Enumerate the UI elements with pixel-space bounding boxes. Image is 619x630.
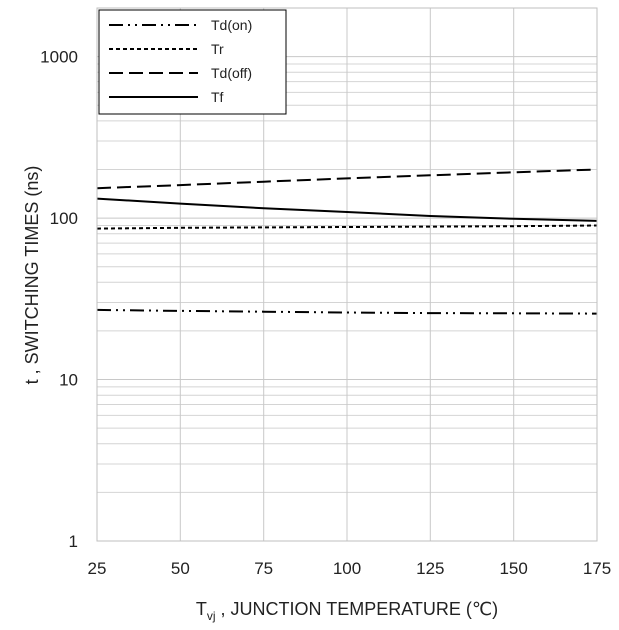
x-tick-label: 25 (88, 559, 107, 578)
y-tick-label: 1000 (40, 48, 78, 67)
legend-label: Td(off) (211, 65, 252, 81)
x-axis-title-subscript: vj (207, 609, 216, 623)
legend-label: Td(on) (211, 17, 252, 33)
legend-box (98, 9, 287, 115)
series-line-td-on (96, 308, 598, 315)
x-tick-label: 175 (583, 559, 611, 578)
x-tick-labels: 25 50 75 100 125 150 175 (88, 559, 612, 578)
x-tick-label: 150 (499, 559, 527, 578)
x-axis-title: Tvj , JUNCTION TEMPERATURE (℃) (196, 599, 498, 623)
y-tick-label: 10 (59, 371, 78, 390)
series-line-td-off (96, 168, 598, 190)
x-axis-title-symbol: T (196, 599, 207, 619)
plot-frame (96, 7, 598, 542)
x-tick-label: 100 (333, 559, 361, 578)
series-line-tf (96, 197, 598, 222)
legend: Td(on) Tr Td(off) Tf (98, 9, 287, 115)
series-lines (96, 168, 598, 315)
series-line-tr (96, 224, 598, 230)
y-tick-label: 1 (69, 532, 78, 551)
y-tick-labels: 1 10 100 1000 (40, 48, 78, 551)
x-tick-label: 75 (254, 559, 273, 578)
y-axis-title: t , SWITCHING TIMES (ns) (22, 166, 42, 385)
x-axis-title-rest: , JUNCTION TEMPERATURE (℃) (216, 599, 499, 619)
x-tick-label: 50 (171, 559, 190, 578)
x-tick-label: 125 (416, 559, 444, 578)
legend-label: Tf (211, 89, 224, 105)
legend-label: Tr (211, 41, 224, 57)
y-tick-label: 100 (50, 209, 78, 228)
